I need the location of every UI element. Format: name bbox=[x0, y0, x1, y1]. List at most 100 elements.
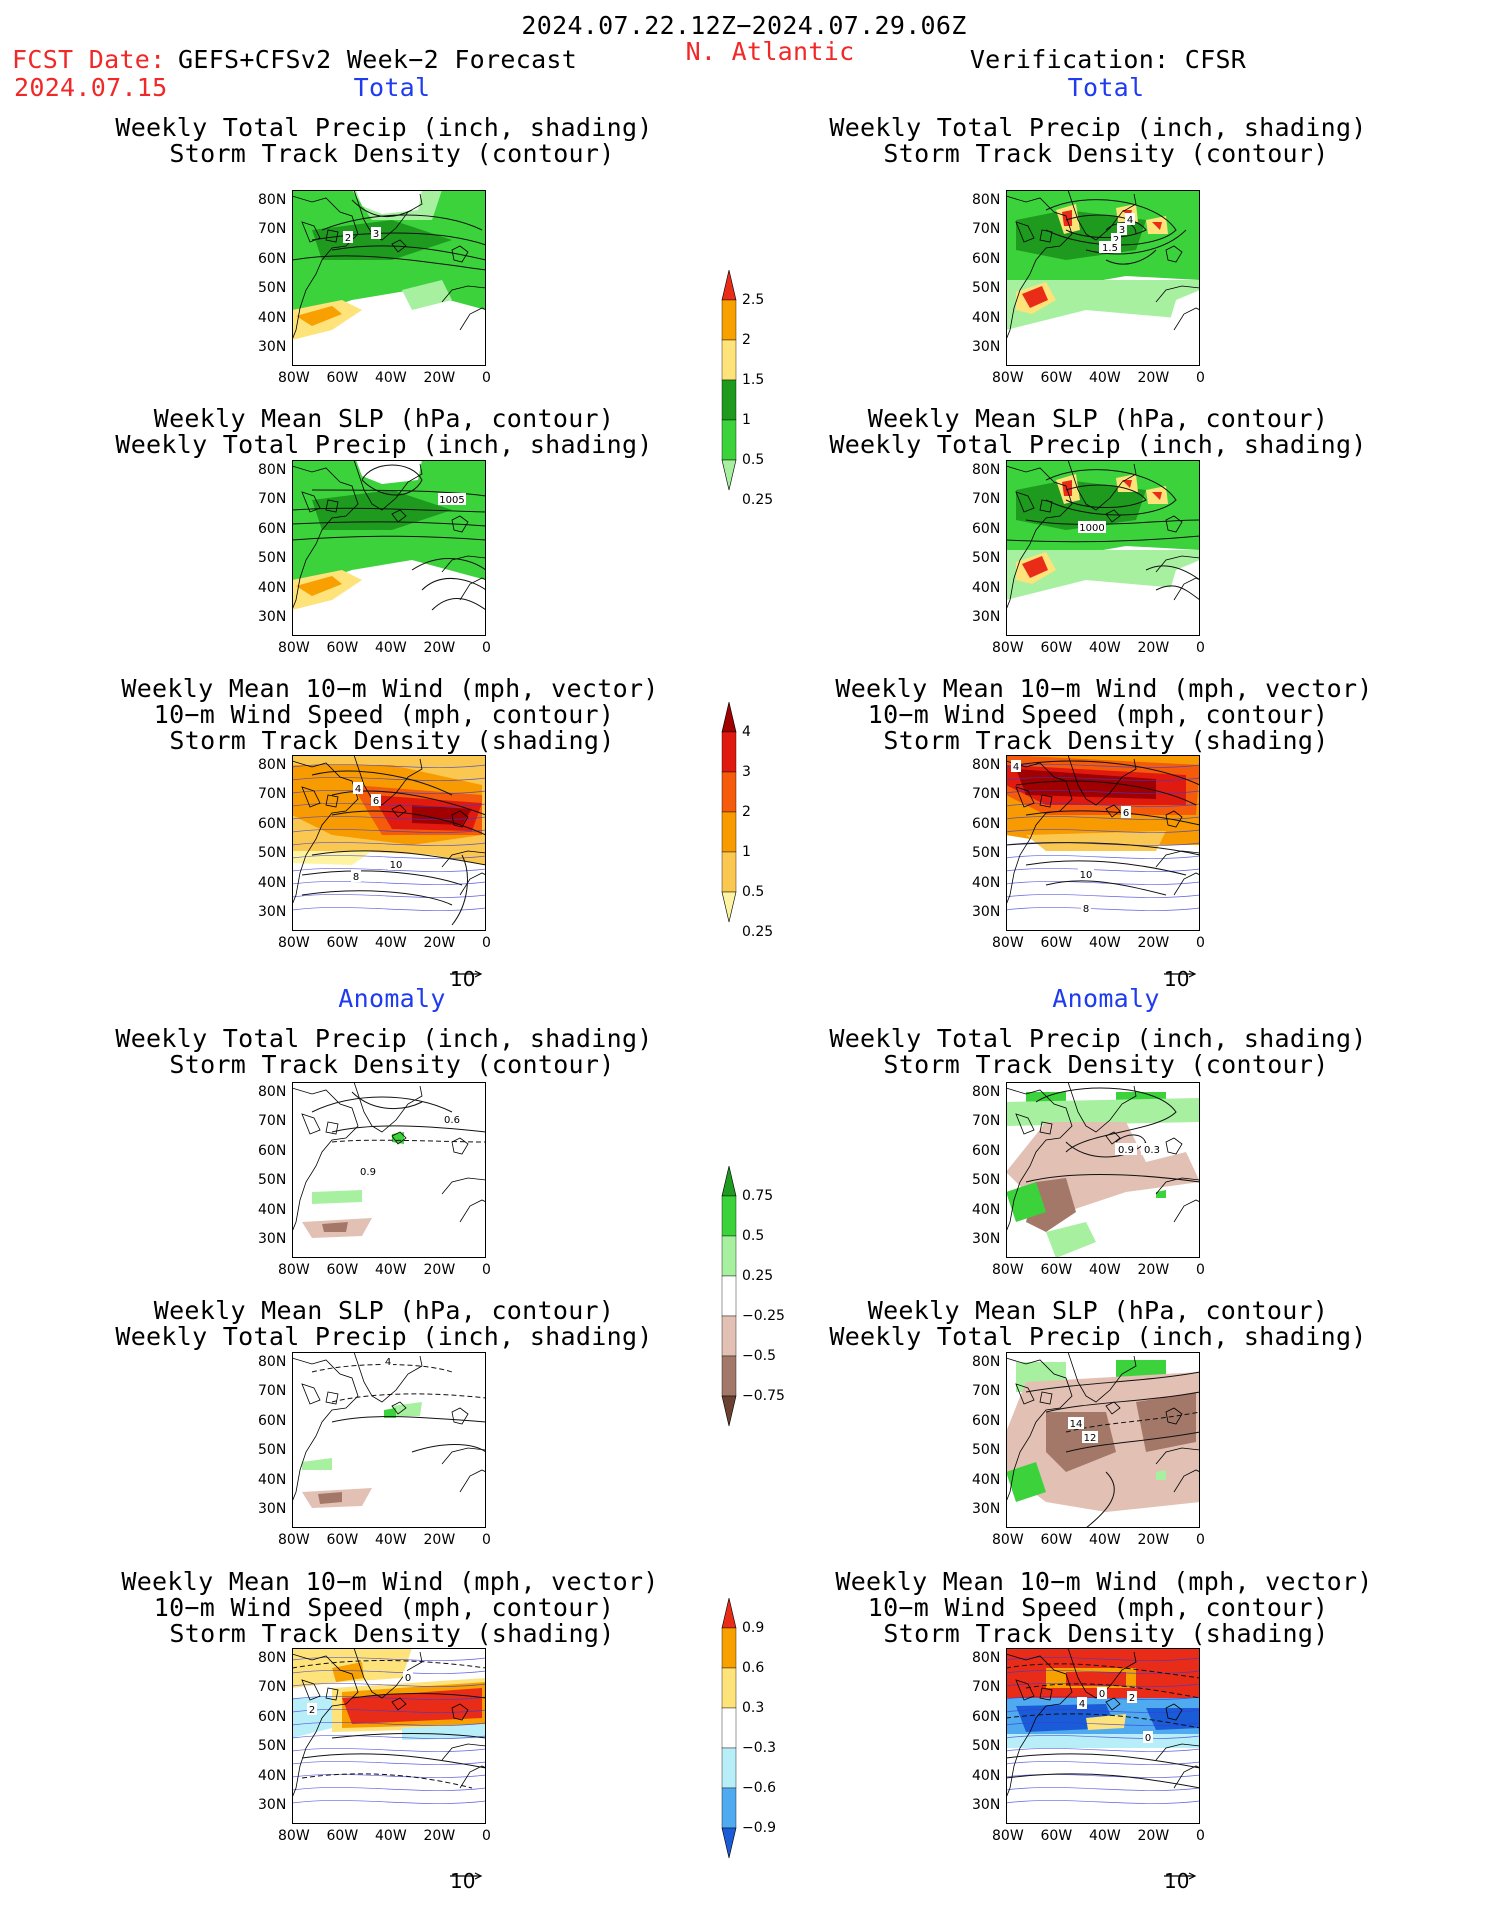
svg-text:0.9: 0.9 bbox=[1118, 1145, 1134, 1156]
lat-tick-label: 30N bbox=[972, 609, 1000, 625]
lat-tick-label: 70N bbox=[972, 1383, 1000, 1399]
lon-tick-label: 60W bbox=[1041, 1828, 1073, 1844]
vector-ref-arrow-icon bbox=[450, 960, 482, 968]
colorbar-segment bbox=[722, 1598, 736, 1628]
svg-text:4: 4 bbox=[1013, 762, 1019, 773]
contour-label: 0 bbox=[403, 1671, 413, 1684]
title-vf-anom-wind-1: Weekly Mean 10−m Wind (mph, vector) bbox=[835, 1568, 1372, 1596]
lat-tick-label: 30N bbox=[258, 1501, 286, 1517]
svg-text:0: 0 bbox=[1145, 1733, 1151, 1744]
contour-label: 1005 bbox=[438, 493, 466, 506]
lon-tick-label: 80W bbox=[992, 370, 1024, 386]
colorbar-segment bbox=[722, 1276, 736, 1316]
lat-tick-label: 70N bbox=[258, 1113, 286, 1129]
colorbar-label: 3 bbox=[742, 764, 751, 780]
lat-tick-label: 70N bbox=[258, 491, 286, 507]
lon-tick-label: 0 bbox=[482, 1532, 491, 1548]
lat-tick-label: 30N bbox=[258, 904, 286, 920]
lon-tick-label: 40W bbox=[1089, 935, 1121, 951]
title-vf-total-wind-1: Weekly Mean 10−m Wind (mph, vector) bbox=[835, 675, 1372, 703]
lon-tick-label: 0 bbox=[482, 640, 491, 656]
lon-tick-label: 80W bbox=[278, 935, 310, 951]
lon-tick-label: 60W bbox=[327, 640, 359, 656]
svg-text:0.6: 0.6 bbox=[444, 1115, 460, 1126]
lat-tick-label: 60N bbox=[258, 1709, 286, 1725]
contour-label: 8 bbox=[351, 870, 361, 883]
contour-label: 10 bbox=[1078, 868, 1094, 881]
lat-tick-label: 50N bbox=[972, 280, 1000, 296]
lat-tick-label: 40N bbox=[258, 1202, 286, 1218]
map-forecast-total-precip: 2 3 80N 70N 60N 50N 40N 30N 80W 60W 40W 20W 0 bbox=[292, 190, 486, 366]
title-fc-anom-wind-1: Weekly Mean 10−m Wind (mph, vector) bbox=[121, 1568, 658, 1596]
map-forecast-anomaly-slp: 4 80N 70N 60N 50N 40N 30N 80W 60W 40W 20W 0 bbox=[292, 1352, 486, 1528]
lat-tick-label: 50N bbox=[258, 1442, 286, 1458]
colorbar-segment bbox=[722, 380, 736, 420]
lat-tick-label: 50N bbox=[258, 845, 286, 861]
colorbar-segment bbox=[722, 1356, 736, 1396]
map-forecast-total-wind: 4 6 10 8 80N 70N 60N 50N 40N 30N 80W 60W 40W 20W 0 bbox=[292, 755, 486, 931]
colorbar-segment bbox=[722, 300, 736, 340]
svg-text:10: 10 bbox=[1080, 870, 1093, 881]
title-fc-anom-wind-2: 10−m Wind Speed (mph, contour) bbox=[154, 1594, 615, 1622]
lon-tick-label: 80W bbox=[992, 1532, 1024, 1548]
lon-tick-label: 80W bbox=[992, 1828, 1024, 1844]
lat-tick-label: 40N bbox=[258, 1768, 286, 1784]
svg-text:8: 8 bbox=[353, 872, 359, 883]
lat-tick-label: 40N bbox=[972, 1768, 1000, 1784]
colorbar-segment bbox=[722, 772, 736, 812]
colorbar-label: −0.9 bbox=[742, 1820, 776, 1836]
colorbar-segment bbox=[722, 1748, 736, 1788]
title-fc-total-slp-1: Weekly Mean SLP (hPa, contour) bbox=[154, 405, 615, 433]
vector-ref-label: 10 bbox=[1164, 967, 1189, 991]
lat-tick-label: 80N bbox=[258, 1354, 286, 1370]
lon-tick-label: 60W bbox=[1041, 640, 1073, 656]
colorbar-segment bbox=[722, 702, 736, 732]
contour-label: 10 bbox=[388, 858, 404, 871]
lon-tick-label: 80W bbox=[278, 1828, 310, 1844]
shade-region bbox=[312, 1190, 362, 1204]
colorbar-label: 0.75 bbox=[742, 1188, 773, 1204]
lon-tick-label: 40W bbox=[375, 1532, 407, 1548]
colorbar-segment bbox=[722, 1166, 736, 1196]
contour-label: 4 bbox=[1011, 760, 1021, 773]
lat-tick-label: 40N bbox=[258, 310, 286, 326]
lat-tick-label: 60N bbox=[258, 1413, 286, 1429]
svg-text:1000: 1000 bbox=[1079, 523, 1104, 534]
lat-tick-label: 40N bbox=[972, 875, 1000, 891]
colorbar-label: 0.6 bbox=[742, 1660, 764, 1676]
lat-tick-label: 30N bbox=[972, 339, 1000, 355]
title-fc-anom-precip-1: Weekly Total Precip (inch, shading) bbox=[115, 1025, 652, 1053]
title-fc-total-precip-1: Weekly Total Precip (inch, shading) bbox=[115, 114, 652, 142]
colorbar-label: 1 bbox=[742, 844, 751, 860]
map-forecast-anomaly-precip: 0.6 0.9 80N 70N 60N 50N 40N 30N 80W 60W 40W 20W 0 bbox=[292, 1082, 486, 1258]
colorbar-segment bbox=[722, 270, 736, 300]
colorbar-precip-anomaly: 0.75 0.5 0.25 −0.25 −0.5 −0.75 bbox=[720, 1166, 744, 1474]
lon-tick-label: 40W bbox=[1089, 640, 1121, 656]
fcst-date-label: FCST Date: bbox=[12, 46, 166, 74]
svg-text:2: 2 bbox=[1129, 1693, 1135, 1704]
lat-tick-label: 30N bbox=[258, 1797, 286, 1813]
lat-tick-label: 50N bbox=[258, 1172, 286, 1188]
svg-text:1.5: 1.5 bbox=[1102, 243, 1118, 254]
svg-text:0: 0 bbox=[405, 1673, 411, 1684]
svg-text:8: 8 bbox=[1083, 904, 1089, 915]
lon-tick-label: 80W bbox=[278, 370, 310, 386]
svg-text:4: 4 bbox=[1127, 215, 1133, 226]
contour-label: 4 bbox=[353, 782, 363, 795]
title-vf-total-wind-3: Storm Track Density (shading) bbox=[883, 727, 1328, 755]
colorbar-label: 0.25 bbox=[742, 924, 773, 940]
svg-text:2: 2 bbox=[309, 1705, 315, 1716]
lat-tick-label: 60N bbox=[972, 816, 1000, 832]
lon-tick-label: 60W bbox=[327, 1262, 359, 1278]
contour-label: 1000 bbox=[1078, 521, 1106, 534]
lon-tick-label: 0 bbox=[482, 1262, 491, 1278]
shade-region bbox=[1136, 1392, 1196, 1452]
shade-region bbox=[318, 1492, 342, 1504]
colorbar-label: 1.5 bbox=[742, 372, 764, 388]
title-fc-anom-slp-2: Weekly Total Precip (inch, shading) bbox=[115, 1323, 652, 1351]
lon-tick-label: 0 bbox=[482, 370, 491, 386]
lat-tick-label: 60N bbox=[258, 521, 286, 537]
colorbar-segment bbox=[722, 1708, 736, 1748]
lat-tick-label: 80N bbox=[972, 192, 1000, 208]
title-vf-total-slp-1: Weekly Mean SLP (hPa, contour) bbox=[868, 405, 1329, 433]
